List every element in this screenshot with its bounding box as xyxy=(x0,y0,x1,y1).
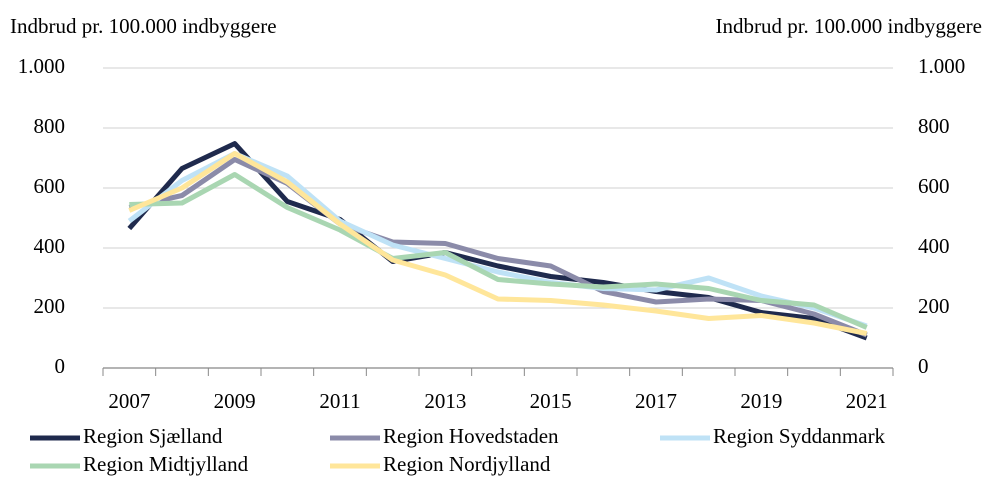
series-line xyxy=(128,157,868,338)
x-tick-label: 2011 xyxy=(319,389,360,413)
y2-axis-label: Indbrud pr. 100.000 indbyggere xyxy=(715,14,982,38)
y2-tick-label: 600 xyxy=(918,174,950,198)
x-tick-label: 2019 xyxy=(740,389,782,413)
y2-tick-label: 0 xyxy=(918,354,929,378)
y-tick-label: 400 xyxy=(34,234,66,258)
y-tick-label: 200 xyxy=(34,294,66,318)
legend-label: Region Sjælland xyxy=(83,424,223,448)
legend-label: Region Hovedstaden xyxy=(383,424,559,448)
x-tick-label: 2007 xyxy=(108,389,150,413)
x-tick-label: 2013 xyxy=(424,389,466,413)
y-axis-label: Indbrud pr. 100.000 indbyggere xyxy=(10,14,277,38)
legend-label: Region Nordjylland xyxy=(383,452,551,476)
x-tick-label: 2015 xyxy=(530,389,572,413)
x-tick-label: 2021 xyxy=(846,389,888,413)
legend-label: Region Midtjylland xyxy=(83,452,249,476)
legend-label: Region Syddanmark xyxy=(713,424,886,448)
series-line xyxy=(129,172,868,330)
y-tick-label: 600 xyxy=(34,174,66,198)
y-tick-label: 0 xyxy=(55,354,66,378)
x-tick-label: 2009 xyxy=(214,389,256,413)
x-tick-label: 2017 xyxy=(635,389,677,413)
y-tick-label: 1.000 xyxy=(18,54,65,78)
series-line xyxy=(128,151,868,336)
y2-tick-label: 400 xyxy=(918,234,950,258)
y2-tick-label: 1.000 xyxy=(918,54,965,78)
y-tick-label: 800 xyxy=(34,114,66,138)
y2-tick-label: 200 xyxy=(918,294,950,318)
y2-tick-label: 800 xyxy=(918,114,950,138)
series-line xyxy=(127,141,868,341)
